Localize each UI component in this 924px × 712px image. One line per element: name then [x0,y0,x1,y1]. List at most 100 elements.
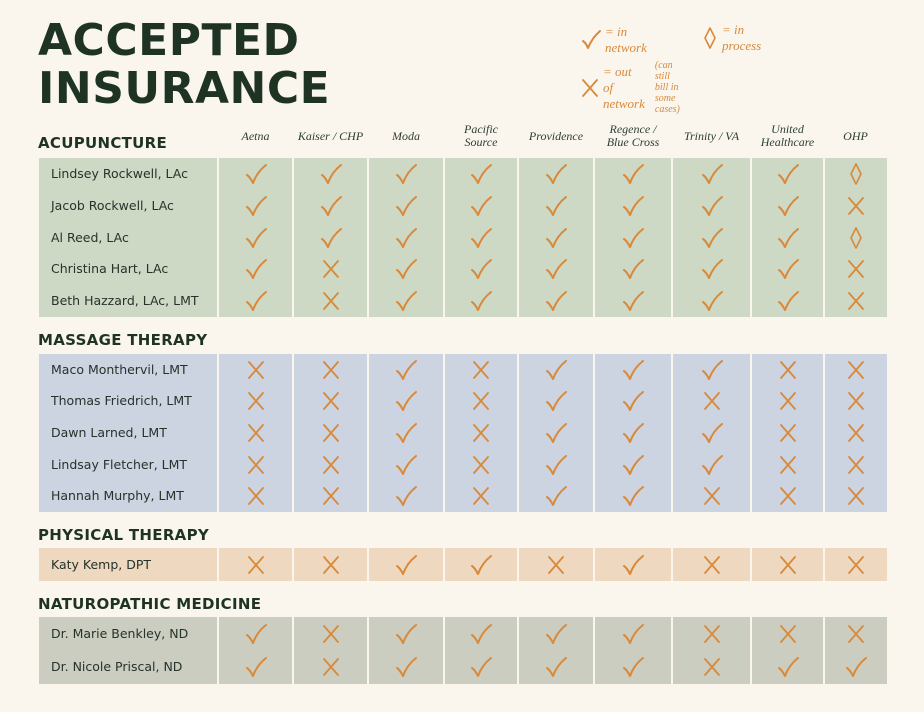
column-divider [367,354,369,512]
check-icon [544,358,568,382]
check-icon [244,162,268,186]
x-icon [246,455,266,475]
check-icon [776,257,800,281]
column-header: OHP [824,116,887,156]
x-icon [546,555,566,575]
x-icon [846,196,866,216]
column-divider [217,548,219,581]
column-divider [750,158,752,317]
x-icon [702,555,722,575]
x-icon [846,423,866,443]
check-icon [700,257,724,281]
check-icon [621,257,645,281]
check-icon [394,194,418,218]
provider-name: Hannah Murphy, LMT [51,488,184,504]
provider-name: Lindsay Fletcher, LMT [51,456,188,472]
section-band [39,158,887,317]
provider-name: Al Reed, LAc [51,229,129,245]
column-divider [671,617,673,684]
section-band [39,548,887,581]
provider-name: Dawn Larned, LMT [51,425,167,440]
x-icon [321,391,341,411]
x-icon [778,360,798,380]
section-title: NATUROPATHIC MEDICINE [38,595,262,613]
column-header-label: OHP [843,129,868,143]
check-icon [544,162,568,186]
check-icon [621,421,645,445]
x-icon [471,391,491,411]
column-header-line: Blue Cross [606,135,660,149]
column-header-label: Trinity / VA [683,128,740,143]
check-icon [776,226,800,250]
check-icon [319,226,343,250]
check-icon [621,389,645,413]
x-icon [246,486,266,506]
column-header-label: United Healthcare [761,123,815,149]
x-icon [702,624,722,644]
section-band [39,354,887,512]
provider-name: Jacob Rockwell, LAc [51,197,174,213]
column-divider [517,548,519,581]
x-icon [321,291,341,311]
section-title: PHYSICAL THERAPY [38,526,210,544]
check-icon [844,655,868,679]
column-header-label: Kaiser / CHP [298,129,363,143]
column-divider [517,617,519,684]
x-icon [321,423,341,443]
column-divider [593,617,595,684]
column-divider [292,158,294,317]
check-icon [544,453,568,477]
column-header-line: Source [464,135,498,149]
check-icon [700,358,724,382]
column-header-line: Pacific [464,122,498,136]
x-icon [321,455,341,475]
x-icon [846,291,866,311]
section-title: MASSAGE THERAPY [38,331,208,349]
check-icon [394,553,418,577]
x-icon [321,259,341,279]
check-icon [544,257,568,281]
check-icon [621,655,645,679]
legend-in-network: = in network [580,24,647,56]
column-header-label: Aetna [241,128,270,143]
x-icon [321,360,341,380]
check-icon [621,453,645,477]
check-icon [244,194,268,218]
check-icon [544,421,568,445]
section-title: ACUPUNCTURE [38,134,168,152]
column-divider [823,548,825,581]
check-icon [544,622,568,646]
check-icon [469,257,493,281]
column-header-line: Trinity / VA [683,128,740,143]
provider-name: Katy Kemp, DPT [51,556,152,572]
provider-name: Maco Monthervil, LMT [51,361,188,377]
column-divider [367,617,369,684]
x-icon [471,423,491,443]
column-header-line: Aetna [241,128,270,143]
provider-name: Dr. Nicole Priscal, ND [51,659,183,675]
check-icon [394,358,418,382]
check-icon [394,622,418,646]
check-icon [700,453,724,477]
x-icon [246,360,266,380]
column-divider [217,158,219,317]
check-icon [544,194,568,218]
column-divider [517,354,519,512]
column-header-label: Providence [529,129,583,143]
column-header: Moda [368,116,444,156]
x-icon [778,391,798,411]
check-icon [469,622,493,646]
x-icon [321,555,341,575]
provider-name: Christina Hart, LAc [51,261,169,277]
column-header-line: Moda [392,128,420,143]
section-band [39,617,887,684]
check-icon [394,389,418,413]
column-header: Kaiser / CHP [293,116,368,156]
column-divider [292,548,294,581]
check-icon [621,194,645,218]
check-icon [469,194,493,218]
check-icon [621,162,645,186]
column-header: Trinity / VA [672,116,751,156]
legend-in-process-label: = in process [722,22,762,53]
check-icon [469,226,493,250]
